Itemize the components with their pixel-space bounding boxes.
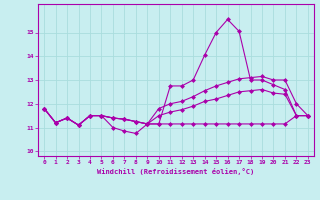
- X-axis label: Windchill (Refroidissement éolien,°C): Windchill (Refroidissement éolien,°C): [97, 168, 255, 175]
